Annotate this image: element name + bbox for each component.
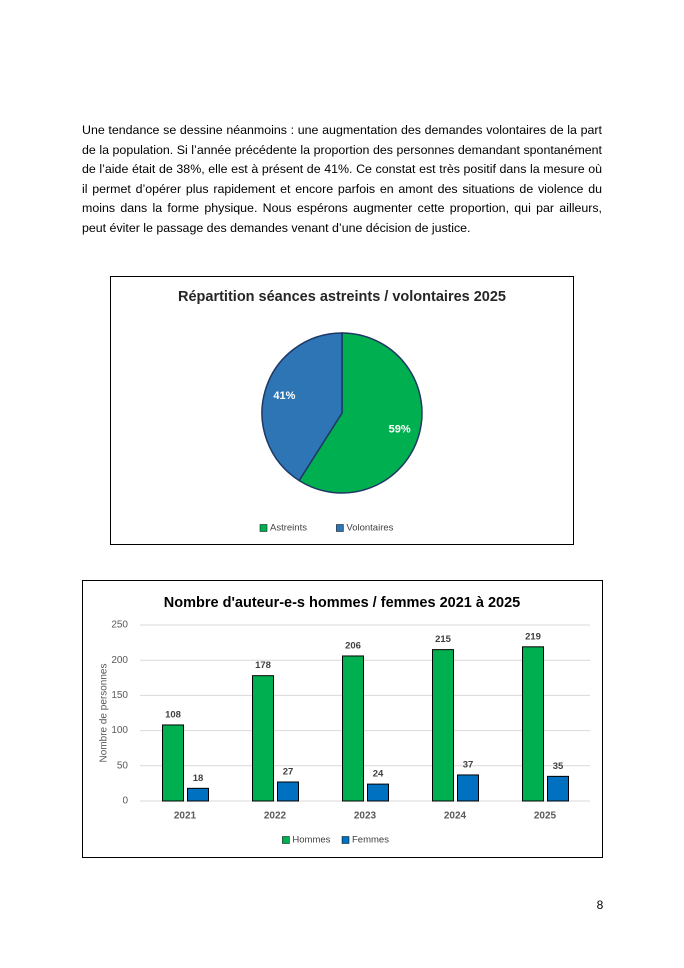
bar bbox=[367, 783, 389, 802]
data-label: 219 bbox=[525, 631, 541, 642]
bar bbox=[277, 781, 299, 802]
data-label: 41% bbox=[273, 390, 295, 402]
bar bbox=[162, 724, 184, 802]
page-number: 8 bbox=[597, 898, 604, 912]
paragraph: Une tendance se dessine néanmoins : une … bbox=[82, 123, 602, 235]
y-tick-label: 50 bbox=[117, 760, 129, 771]
legend-label: Astreints bbox=[270, 523, 307, 534]
data-label: 37 bbox=[463, 759, 474, 770]
x-tick-label: 2025 bbox=[534, 811, 557, 822]
y-axis-label: Nombre de personnes bbox=[99, 664, 110, 763]
legend-swatch bbox=[282, 836, 290, 844]
data-label: 18 bbox=[193, 773, 204, 784]
bar bbox=[522, 646, 544, 802]
pie-slice bbox=[298, 332, 423, 494]
legend-label: Femmes bbox=[352, 835, 389, 846]
bar bbox=[187, 787, 209, 802]
bar bbox=[457, 774, 479, 802]
data-label: 206 bbox=[345, 640, 361, 651]
legend-swatch bbox=[259, 524, 268, 532]
y-tick-label: 200 bbox=[111, 655, 128, 666]
data-label: 108 bbox=[165, 709, 181, 720]
bar bbox=[342, 655, 364, 802]
legend-label: Volontaires bbox=[346, 523, 393, 534]
data-label: 59% bbox=[389, 424, 411, 436]
x-tick-label: 2024 bbox=[444, 811, 467, 822]
chart-title: Répartition séances astreints / volontai… bbox=[178, 289, 506, 305]
legend-label: Hommes bbox=[292, 835, 330, 846]
y-tick-label: 250 bbox=[111, 620, 128, 631]
bar bbox=[252, 675, 274, 802]
bar bbox=[432, 649, 454, 802]
y-tick-label: 150 bbox=[111, 690, 128, 701]
y-tick-label: 0 bbox=[122, 796, 128, 807]
pie-slice bbox=[261, 332, 343, 482]
x-tick-label: 2023 bbox=[354, 811, 377, 822]
bar bbox=[547, 775, 569, 802]
data-label: 215 bbox=[435, 634, 452, 645]
data-label: 27 bbox=[283, 767, 294, 778]
legend-swatch bbox=[336, 524, 344, 532]
y-tick-label: 100 bbox=[111, 725, 128, 736]
x-tick-label: 2021 bbox=[174, 811, 197, 822]
data-label: 178 bbox=[255, 660, 271, 671]
data-label: 35 bbox=[553, 761, 564, 772]
legend-swatch bbox=[341, 836, 350, 844]
data-label: 24 bbox=[373, 769, 384, 780]
x-tick-label: 2022 bbox=[264, 811, 287, 822]
chart-title: Nombre d'auteur-e-s hommes / femmes 2021… bbox=[164, 595, 520, 611]
